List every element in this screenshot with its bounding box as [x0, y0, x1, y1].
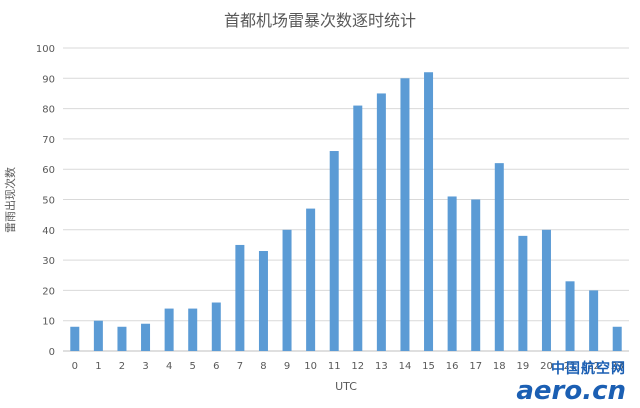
bar-utc-19: [518, 235, 528, 351]
watermark-top-text: 中国航空网: [551, 361, 626, 377]
y-tick-label: 80: [42, 105, 55, 116]
x-tick-label: 16: [446, 361, 459, 372]
aero-cn-watermark-logo: 中国航空网 aero.cn: [516, 358, 626, 404]
y-tick-labels: 0 10 20 30 40 50 60 70 80 90 100: [36, 44, 55, 358]
x-tick-label: 10: [304, 361, 317, 372]
y-axis-title: 雷雨出现次数: [3, 167, 17, 233]
bar-utc-0: [70, 326, 80, 351]
x-tick-label: 8: [260, 361, 266, 372]
bar-utc-13: [376, 93, 386, 351]
x-axis-title: UTC: [335, 380, 357, 393]
x-tick-label: 3: [142, 361, 148, 372]
x-tick-label: 9: [284, 361, 290, 372]
bar-utc-6: [211, 302, 221, 351]
y-tick-label: 100: [36, 44, 55, 55]
x-tick-label: 23: [611, 361, 624, 372]
y-tick-label: 50: [42, 196, 55, 207]
x-tick-label: 2: [119, 361, 125, 372]
y-tick-label: 60: [42, 165, 55, 176]
y-tick-label: 90: [42, 74, 55, 85]
bar-utc-9: [282, 229, 292, 351]
x-tick-label: 1: [95, 361, 101, 372]
bar-utc-4: [164, 308, 174, 351]
y-tick-label: 10: [42, 317, 55, 328]
x-tick-label: 17: [469, 361, 482, 372]
x-tick-label: 4: [166, 361, 172, 372]
x-tick-label: 7: [237, 361, 243, 372]
bar-utc-16: [447, 196, 457, 351]
x-tick-label: 0: [72, 361, 78, 372]
x-tick-label: 15: [422, 361, 435, 372]
bar-utc-12: [353, 105, 363, 351]
x-tick-label: 18: [493, 361, 506, 372]
bar-utc-18: [494, 163, 504, 351]
x-tick-label: 13: [375, 361, 388, 372]
bar-utc-20: [541, 229, 551, 351]
x-tick-label: 19: [517, 361, 530, 372]
bar-utc-11: [329, 151, 339, 351]
x-tick-label: 22: [587, 361, 600, 372]
x-tick-label: 12: [351, 361, 364, 372]
gridlines: [63, 47, 629, 352]
x-tick-label: 5: [190, 361, 196, 372]
bar-utc-23: [612, 326, 622, 351]
bars: [70, 72, 622, 352]
chart-title: 首都机场雷暴次数逐时统计: [224, 11, 416, 30]
bar-utc-21: [565, 281, 575, 351]
bar-utc-15: [424, 72, 434, 352]
x-tick-label: 14: [399, 361, 412, 372]
x-tick-label: 6: [213, 361, 219, 372]
x-tick-labels: 0 1 2 3 4 5 6 7 8 9 10 11 12 13 14 15 16 17 18 19 20 21 22 23: [72, 361, 624, 372]
bar-utc-2: [117, 326, 127, 351]
bar-utc-3: [141, 323, 151, 351]
x-tick-label: 21: [564, 361, 577, 372]
y-tick-label: 40: [42, 226, 55, 237]
bar-utc-14: [400, 78, 410, 352]
bar-utc-10: [306, 208, 316, 351]
y-tick-label: 30: [42, 256, 55, 267]
bar-utc-17: [471, 199, 481, 351]
bar-utc-7: [235, 244, 245, 351]
watermark-main-text: aero.cn: [516, 376, 626, 406]
bar-utc-1: [93, 320, 103, 351]
bar-utc-5: [188, 308, 198, 351]
bar-utc-8: [258, 251, 268, 351]
x-tick-label: 20: [540, 361, 553, 372]
y-tick-label: 70: [42, 135, 55, 146]
bar-utc-22: [589, 290, 599, 351]
y-tick-label: 0: [49, 347, 55, 358]
y-tick-label: 20: [42, 286, 55, 297]
x-tick-label: 11: [328, 361, 341, 372]
